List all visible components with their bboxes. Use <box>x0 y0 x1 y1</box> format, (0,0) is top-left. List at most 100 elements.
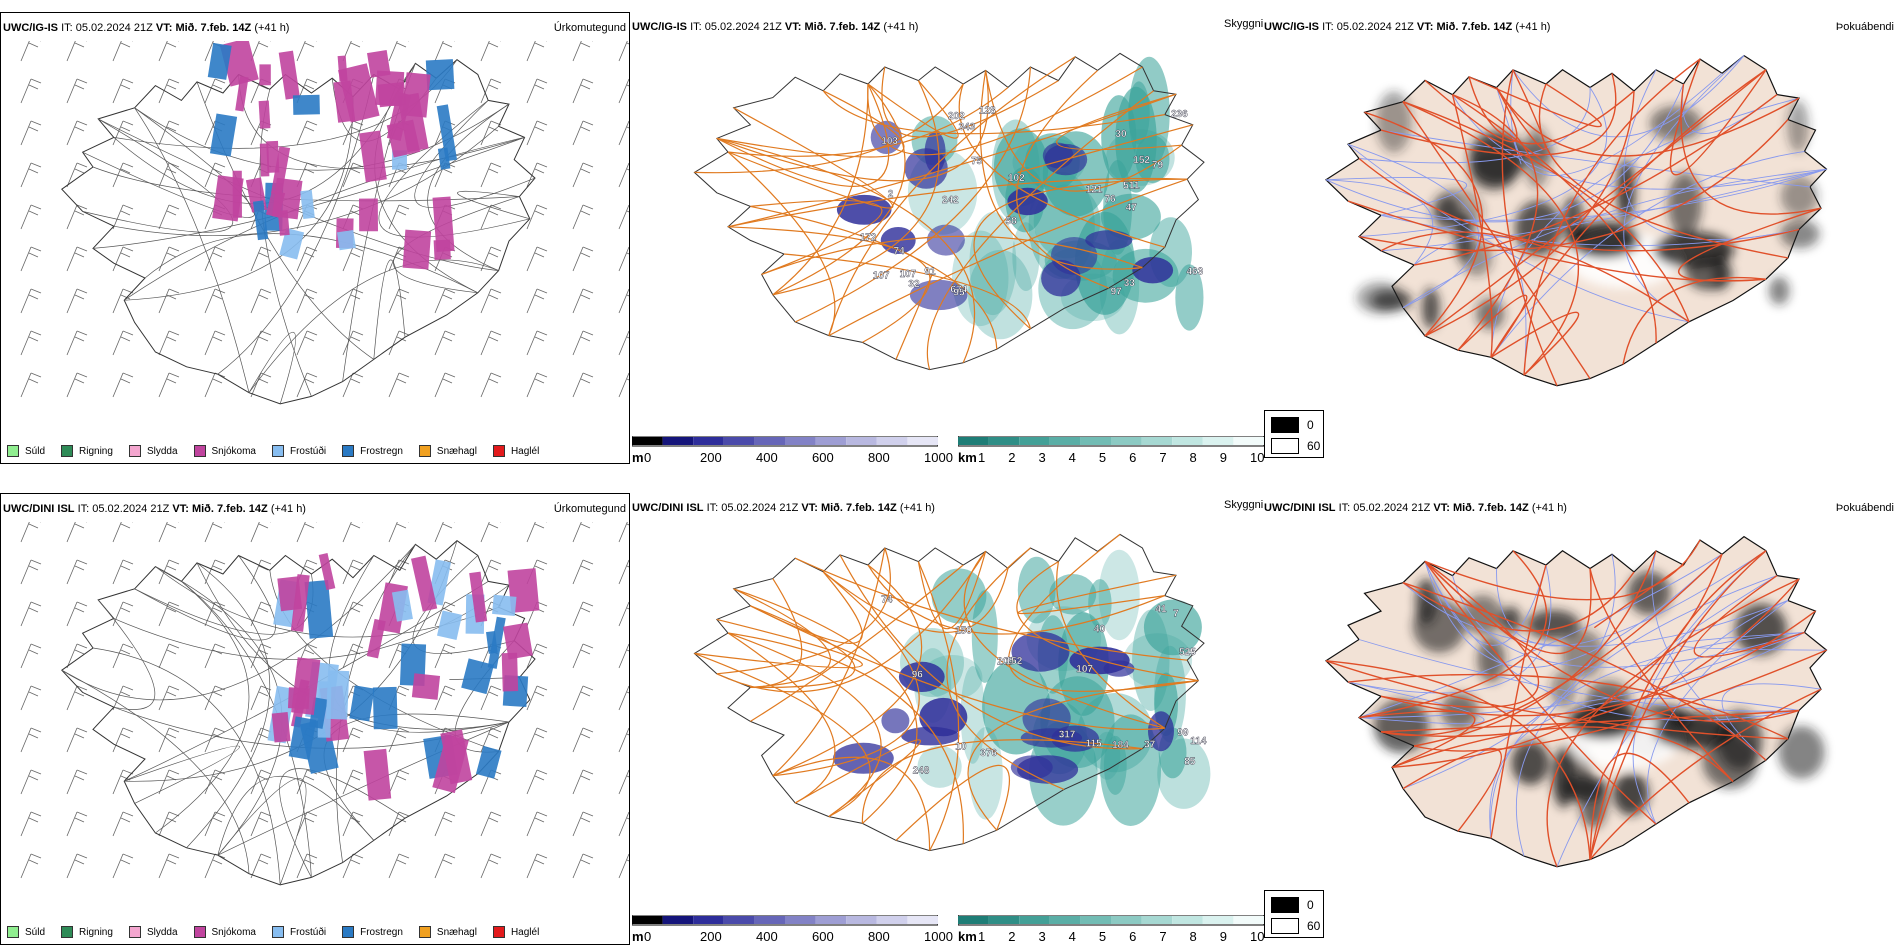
wind-barb <box>250 559 272 585</box>
legend-swatch <box>418 445 431 457</box>
colorbar-cell <box>876 437 908 445</box>
precip-cell <box>432 734 469 794</box>
precip-cell <box>501 652 519 692</box>
colorbar-cell <box>662 437 694 445</box>
legend-item: Snjókoma <box>193 445 256 457</box>
wind-barb <box>572 78 594 104</box>
colorbar-tick-label: 4 <box>1068 929 1076 944</box>
precip-cell <box>433 239 451 260</box>
wind-barb <box>66 559 88 585</box>
precip-cell <box>349 685 375 722</box>
visibility-colorbar-bottom: km 1 2 3 4 5 6 7 8 9 10 <box>958 915 1264 944</box>
precip-cell <box>325 670 350 720</box>
colorbar-cell <box>754 437 785 445</box>
wind-barb <box>434 811 456 837</box>
visibility-cell <box>968 249 1033 340</box>
colorbar-cell <box>632 437 663 445</box>
cloud-panel-bottom: UWC/DINI ISL IT: 05.02.2024 21Z VT: Mið.… <box>632 493 1263 945</box>
wind-barb <box>618 162 629 188</box>
wind-barb <box>572 727 594 753</box>
legend-swatch <box>128 926 141 938</box>
wind-barb <box>342 246 364 272</box>
precip-cell <box>411 673 441 700</box>
colorbar-cell <box>1080 916 1111 924</box>
colorbar-tick-label: 400 <box>756 929 778 944</box>
colorbar-cell <box>723 916 755 924</box>
low-cloud-cell <box>1132 257 1174 284</box>
precip-cell <box>207 42 232 80</box>
cloudbase-label: 102 <box>1008 173 1025 184</box>
cloudbase-label: 152 <box>1006 656 1023 667</box>
cloudbase-label: 76 <box>1105 194 1117 205</box>
cloudbase-label: 376 <box>980 748 997 759</box>
visibility-cell <box>1017 556 1056 624</box>
cloudbase-label: 152 <box>1133 155 1150 166</box>
wind-barb <box>66 522 87 543</box>
wind-barb <box>480 811 502 837</box>
wind-barb <box>480 41 501 62</box>
cloudbase-label: 74 <box>894 246 906 257</box>
visibility-colorbar-top: km 1 2 3 4 5 6 7 8 9 10 <box>958 436 1264 465</box>
cloudbase-label: 114 <box>1190 736 1207 747</box>
cloudbase-label: 317 <box>1059 729 1076 740</box>
cloudbase-label: 463 <box>1187 267 1204 278</box>
wind-barb <box>20 41 41 62</box>
legend-item: Frostúði <box>271 445 326 457</box>
colorbar-cell <box>693 916 724 924</box>
fog-cell <box>1780 219 1820 249</box>
legend-item: Slydda <box>128 445 178 457</box>
cloudbase-label: 121 <box>1086 185 1103 196</box>
wind-barb <box>20 120 42 146</box>
legend-swatch <box>193 445 206 457</box>
wind-barb <box>480 78 502 104</box>
cloudbase-label: 41 <box>1155 604 1167 615</box>
wind-barb <box>204 727 226 753</box>
wind-barb <box>526 769 548 795</box>
wind-barb <box>158 246 180 272</box>
wind-barb <box>526 78 548 104</box>
cloudbase-label: 74 <box>881 595 893 606</box>
colorbar-cell <box>1141 916 1173 924</box>
cloudbase-label: 37 <box>1144 740 1156 751</box>
colorbar-tick-label: 600 <box>812 929 834 944</box>
cloudbase-label: 107 <box>873 270 890 281</box>
fog-map <box>1325 54 1828 387</box>
colorbar-cell <box>815 916 847 924</box>
wind-barb <box>296 120 318 146</box>
panel-title: UWC/IG-IS IT: 05.02.2024 21Z VT: Mið. 7.… <box>1264 21 1551 33</box>
legend-swatch <box>61 445 74 457</box>
colorbar-tick-label: 200 <box>700 929 722 944</box>
colorbar-tick-label: 9 <box>1219 929 1227 944</box>
wind-barb <box>388 522 409 543</box>
colorbar-cell <box>1233 916 1264 924</box>
wind-barb <box>112 522 133 543</box>
fog-cell <box>1768 276 1790 305</box>
wind-barb <box>158 120 180 146</box>
colorbar-tick-label: 6 <box>1129 450 1137 465</box>
wind-barb <box>112 288 134 314</box>
wind-barb <box>66 372 88 398</box>
wind-barb <box>158 204 180 230</box>
colorbar-cell <box>815 437 847 445</box>
colorbar-cell <box>632 916 663 924</box>
wind-barb <box>158 853 180 879</box>
wind-barb <box>250 288 272 314</box>
cloudbase-label: 58 <box>1006 216 1018 227</box>
visibility-title: Skyggni <box>1224 18 1264 30</box>
cloudbase-label: 248 <box>913 765 930 776</box>
wind-barb <box>572 643 594 669</box>
fog-legend-top: 0 60 <box>1264 410 1324 458</box>
wind-barb <box>618 811 629 837</box>
wind-barb <box>572 246 594 272</box>
precip-cell <box>363 748 392 801</box>
wind-barb <box>20 372 42 398</box>
wind-barb <box>66 601 88 627</box>
precip-cell <box>377 81 407 108</box>
wind-barb <box>526 727 548 753</box>
fog-panel-bottom: UWC/DINI ISL IT: 05.02.2024 21Z VT: Mið.… <box>1264 493 1900 945</box>
wind-barb <box>112 685 134 711</box>
wind-barb <box>388 853 410 879</box>
wind-barb <box>250 41 271 62</box>
colorbar-cell <box>907 437 938 445</box>
wind-barb <box>434 853 456 879</box>
